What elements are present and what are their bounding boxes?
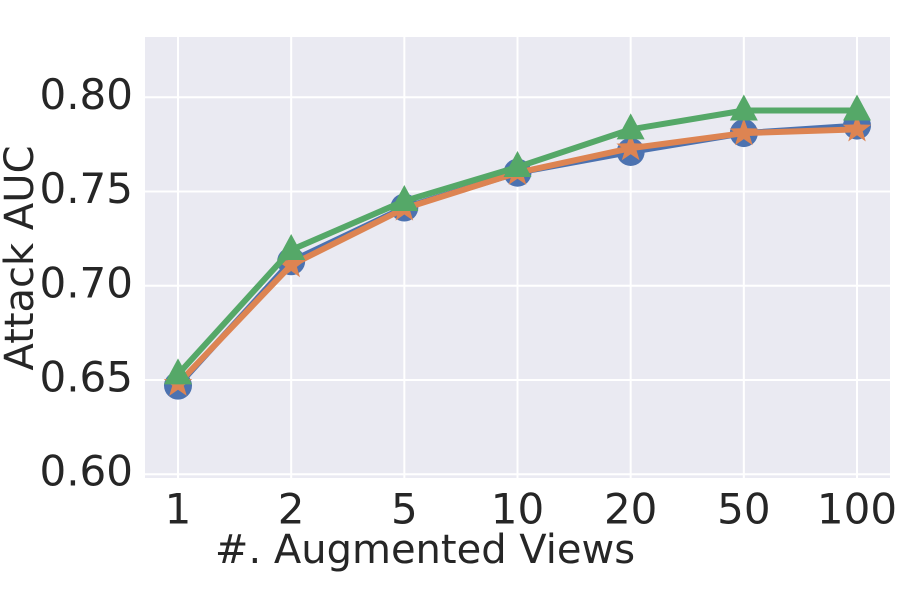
y-tick-label: 0.80: [39, 70, 133, 119]
point: [390, 184, 419, 211]
point: [616, 133, 645, 161]
x-tick-label: 100: [817, 485, 897, 534]
point: [616, 113, 645, 140]
y-tick-label: 0.60: [39, 447, 133, 496]
point: [277, 233, 306, 260]
x-tick-label: 5: [391, 485, 418, 534]
x-tick-label: 1: [165, 485, 192, 534]
x-tick-label: 10: [491, 485, 544, 534]
x-tick-label: 50: [717, 485, 770, 534]
point: [164, 358, 192, 385]
point: [503, 151, 532, 178]
x-axis-label: #. Augmented Views: [215, 527, 635, 573]
point: [276, 250, 306, 278]
y-tick-label: 0.75: [39, 164, 133, 213]
point: [729, 118, 759, 146]
x-tick-label: 20: [604, 485, 657, 534]
y-axis-label: Attack AUC: [0, 146, 43, 371]
y-tick-label: 0.70: [39, 258, 133, 307]
point: [729, 94, 758, 121]
point: [842, 114, 872, 142]
x-tick-label: 2: [278, 485, 305, 534]
y-tick-label: 0.65: [39, 353, 133, 402]
point: [843, 94, 871, 121]
